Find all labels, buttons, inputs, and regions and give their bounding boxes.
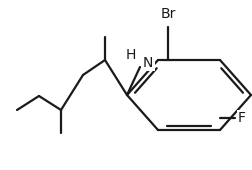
- Text: H: H: [126, 48, 136, 62]
- Text: F: F: [238, 111, 246, 125]
- Text: N: N: [143, 56, 153, 70]
- Text: Br: Br: [160, 7, 176, 21]
